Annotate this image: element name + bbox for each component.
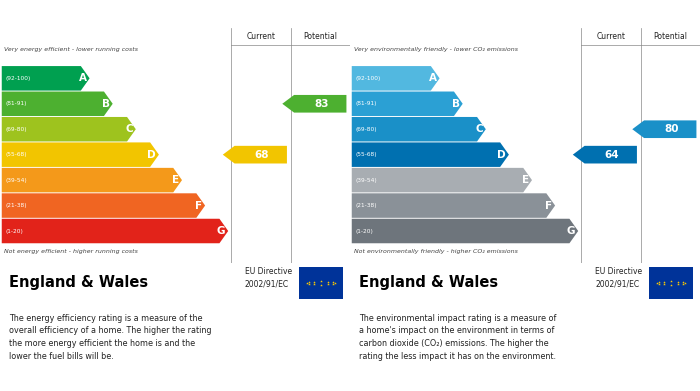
Text: Very energy efficient - lower running costs: Very energy efficient - lower running co… [4, 47, 137, 52]
Text: 83: 83 [314, 99, 329, 109]
Polygon shape [1, 193, 205, 218]
FancyBboxPatch shape [650, 267, 693, 299]
Text: The environmental impact rating is a measure of
a home's impact on the environme: The environmental impact rating is a mea… [358, 314, 556, 361]
Text: Potential: Potential [653, 32, 687, 41]
Text: C: C [475, 124, 483, 134]
Text: Current: Current [246, 32, 275, 41]
Polygon shape [351, 168, 532, 192]
Text: 64: 64 [605, 150, 620, 160]
Text: (69-80): (69-80) [6, 127, 27, 132]
Polygon shape [223, 146, 287, 163]
Text: Potential: Potential [303, 32, 337, 41]
Text: Very environmentally friendly - lower CO₂ emissions: Very environmentally friendly - lower CO… [354, 47, 517, 52]
Text: (21-38): (21-38) [355, 203, 377, 208]
Text: (21-38): (21-38) [6, 203, 27, 208]
Text: (55-68): (55-68) [6, 152, 27, 157]
Text: 68: 68 [255, 150, 270, 160]
Text: A: A [79, 74, 87, 83]
Text: F: F [195, 201, 202, 211]
Polygon shape [282, 95, 346, 113]
Text: 80: 80 [664, 124, 679, 134]
Polygon shape [573, 146, 637, 163]
Polygon shape [1, 91, 113, 116]
Text: (1-20): (1-20) [355, 228, 373, 233]
Text: A: A [429, 74, 437, 83]
Text: (39-54): (39-54) [6, 178, 27, 183]
Polygon shape [351, 193, 555, 218]
Text: EU Directive
2002/91/EC: EU Directive 2002/91/EC [245, 267, 292, 289]
Text: England & Wales: England & Wales [8, 276, 148, 291]
Text: G: G [567, 226, 575, 236]
Text: C: C [125, 124, 133, 134]
Text: (81-91): (81-91) [6, 101, 27, 106]
Text: F: F [545, 201, 552, 211]
Polygon shape [1, 219, 228, 243]
Polygon shape [632, 120, 696, 138]
Text: E: E [522, 175, 529, 185]
Text: B: B [452, 99, 460, 109]
Text: (81-91): (81-91) [355, 101, 377, 106]
Polygon shape [351, 66, 440, 91]
Polygon shape [351, 91, 463, 116]
Text: (39-54): (39-54) [355, 178, 377, 183]
Polygon shape [351, 117, 486, 142]
Text: B: B [102, 99, 110, 109]
Text: (1-20): (1-20) [6, 228, 23, 233]
Polygon shape [1, 117, 136, 142]
Text: EU Directive
2002/91/EC: EU Directive 2002/91/EC [595, 267, 642, 289]
Text: D: D [148, 150, 156, 160]
Text: Current: Current [596, 32, 625, 41]
Text: Environmental Impact (CO₂) Rating: Environmental Impact (CO₂) Rating [358, 7, 591, 20]
FancyBboxPatch shape [300, 267, 343, 299]
Text: England & Wales: England & Wales [358, 276, 498, 291]
Text: E: E [172, 175, 179, 185]
Text: (69-80): (69-80) [355, 127, 377, 132]
Polygon shape [1, 142, 159, 167]
Text: (92-100): (92-100) [355, 76, 381, 81]
Polygon shape [1, 66, 90, 91]
Text: The energy efficiency rating is a measure of the
overall efficiency of a home. T: The energy efficiency rating is a measur… [8, 314, 211, 361]
Text: Not environmentally friendly - higher CO₂ emissions: Not environmentally friendly - higher CO… [354, 249, 517, 254]
Text: (92-100): (92-100) [6, 76, 31, 81]
Polygon shape [351, 142, 509, 167]
Text: (55-68): (55-68) [355, 152, 377, 157]
Text: G: G [217, 226, 225, 236]
Text: Energy Efficiency Rating: Energy Efficiency Rating [8, 7, 172, 20]
Text: D: D [498, 150, 506, 160]
Polygon shape [351, 219, 578, 243]
Text: Not energy efficient - higher running costs: Not energy efficient - higher running co… [4, 249, 137, 254]
Polygon shape [1, 168, 182, 192]
